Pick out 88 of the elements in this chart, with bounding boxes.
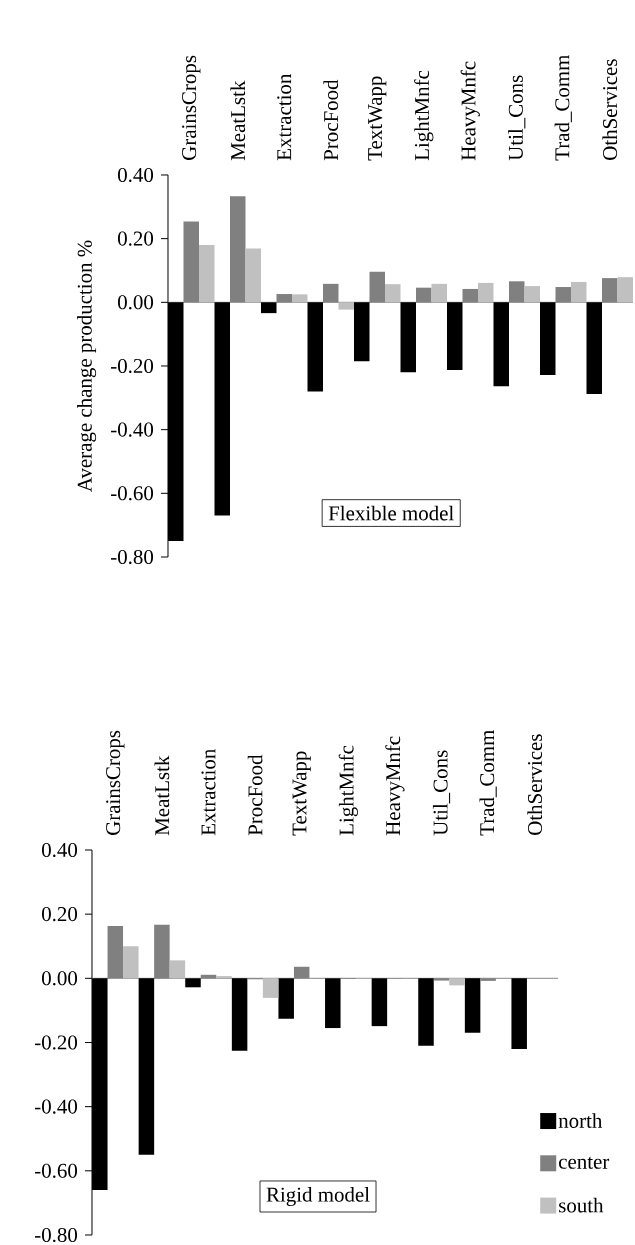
bar bbox=[416, 287, 432, 303]
bar bbox=[107, 926, 124, 979]
bar bbox=[123, 946, 139, 979]
bar bbox=[169, 960, 186, 979]
y-tick-label: -0.20 bbox=[111, 358, 154, 374]
bar bbox=[480, 978, 496, 981]
bar bbox=[323, 283, 339, 303]
x-tick-label: LightMnfc bbox=[414, 70, 434, 161]
bar bbox=[138, 978, 155, 1155]
bar bbox=[325, 978, 341, 1029]
bar bbox=[617, 277, 633, 303]
y-tick-label: -0.80 bbox=[35, 1227, 78, 1243]
bar bbox=[418, 978, 434, 1046]
bar bbox=[555, 287, 571, 303]
x-tick-label: MeatLstk bbox=[230, 80, 246, 161]
bar bbox=[462, 288, 478, 303]
bar bbox=[540, 302, 556, 375]
x-tick-label: OthServices bbox=[602, 59, 618, 160]
y-tick-label: 0.40 bbox=[42, 842, 78, 858]
bar bbox=[183, 221, 199, 303]
x-tick-label: TextWapp bbox=[292, 751, 311, 836]
x-tick-label: ProcFood bbox=[247, 754, 263, 836]
x-tick-label: Util_Cons bbox=[508, 75, 526, 161]
y-tick-label: -0.40 bbox=[35, 1099, 78, 1114]
bar bbox=[292, 294, 308, 303]
y-tick-label: -0.60 bbox=[35, 1163, 78, 1178]
bar bbox=[276, 294, 292, 303]
x-tick-label: HeavyMnfc bbox=[460, 61, 480, 161]
bar bbox=[478, 282, 494, 303]
annotation: Rigid model bbox=[266, 1186, 370, 1206]
legend-label: north bbox=[558, 1113, 603, 1128]
bar bbox=[354, 302, 370, 362]
y-tick-label: -0.40 bbox=[111, 422, 154, 437]
y-tick-label: 0.00 bbox=[42, 971, 78, 986]
y-tick-label: -0.80 bbox=[111, 549, 154, 565]
x-tick-label: Util_Cons bbox=[432, 750, 451, 836]
bar bbox=[570, 281, 587, 303]
y-axis-title: Average change production % bbox=[77, 240, 97, 492]
y-tick-label: 0.20 bbox=[42, 907, 78, 922]
y-tick-label: 0.00 bbox=[118, 295, 154, 310]
bar bbox=[231, 978, 248, 1051]
bar bbox=[338, 302, 354, 310]
bar bbox=[278, 978, 294, 1019]
bar bbox=[230, 196, 246, 303]
bar bbox=[464, 978, 481, 1033]
bar bbox=[216, 976, 232, 979]
bar bbox=[400, 302, 416, 373]
bar bbox=[511, 978, 527, 1049]
x-tick-label: Extraction bbox=[201, 748, 216, 836]
bar bbox=[369, 271, 385, 303]
x-tick-label: HeavyMnfc bbox=[385, 736, 405, 836]
x-tick-label: ProcFood bbox=[323, 79, 339, 161]
x-tick-label: GrainsCrops bbox=[182, 55, 201, 160]
x-tick-label: Trad_Comm bbox=[554, 54, 572, 161]
x-tick-label: TextWapp bbox=[368, 76, 387, 161]
bar bbox=[449, 978, 465, 986]
y-tick-label: -0.60 bbox=[111, 486, 154, 501]
legend-label: center bbox=[559, 1156, 610, 1169]
legend-label: south bbox=[559, 1197, 604, 1213]
bar bbox=[261, 302, 277, 314]
bar bbox=[262, 978, 279, 998]
x-tick-label: MeatLstk bbox=[154, 755, 170, 836]
y-tick-label: -0.20 bbox=[35, 1035, 78, 1050]
bar bbox=[509, 281, 525, 303]
bar bbox=[199, 245, 215, 303]
x-tick-label: LightMnfc bbox=[338, 745, 358, 836]
y-tick-label: 0.40 bbox=[118, 167, 154, 183]
bar bbox=[493, 302, 509, 387]
bar bbox=[385, 284, 401, 303]
x-tick-label: OthServices bbox=[527, 734, 543, 835]
annotation: Flexible model bbox=[328, 505, 454, 521]
bar bbox=[293, 966, 310, 979]
bar bbox=[307, 302, 323, 392]
bar bbox=[185, 978, 201, 988]
bar bbox=[601, 278, 618, 303]
bar bbox=[245, 248, 261, 303]
bar bbox=[431, 283, 447, 303]
y-tick-label: 0.20 bbox=[118, 231, 154, 246]
bar bbox=[154, 924, 170, 979]
bar bbox=[447, 302, 463, 371]
x-tick-label: GrainsCrops bbox=[106, 730, 125, 835]
x-tick-label: Trad_Comm bbox=[479, 729, 497, 836]
x-tick-label: Extraction bbox=[277, 73, 292, 161]
bar bbox=[214, 302, 230, 516]
bar bbox=[433, 978, 450, 981]
bar bbox=[524, 286, 540, 303]
bar bbox=[371, 978, 388, 1027]
bar bbox=[586, 302, 602, 394]
